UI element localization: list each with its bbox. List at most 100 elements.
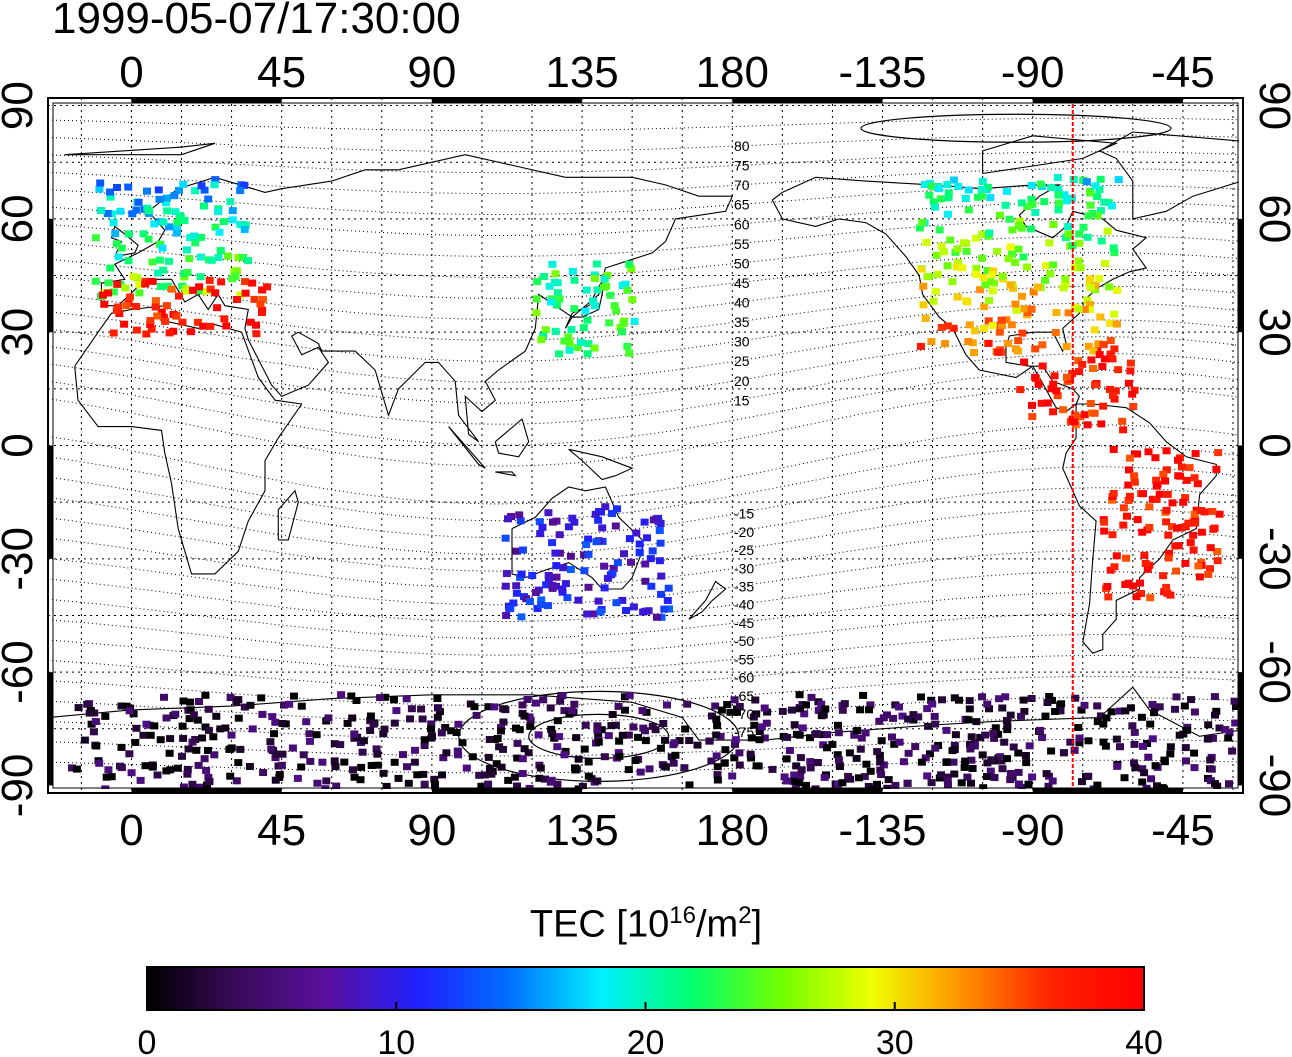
tec-point (1062, 197, 1071, 205)
magnetic-latitude-label: 60 (734, 216, 750, 232)
tec-point (1164, 554, 1173, 562)
tec-point (548, 260, 557, 268)
tec-point (1126, 367, 1135, 375)
tec-point (1124, 379, 1133, 387)
tec-point (1225, 729, 1234, 737)
tec-point (970, 327, 979, 335)
tec-point (1044, 782, 1053, 789)
tec-point (630, 317, 639, 325)
tec-point (1093, 718, 1102, 726)
tec-point (165, 223, 174, 231)
tec-point (454, 751, 463, 759)
tec-point (1139, 490, 1147, 498)
tec-point (1189, 546, 1198, 554)
tec-point (91, 718, 100, 725)
tec-point (828, 740, 837, 748)
magnetic-latitude-label: 40 (734, 295, 750, 311)
tec-point (232, 267, 241, 275)
tec-point (537, 596, 546, 604)
tec-point (979, 274, 988, 281)
tec-point (1085, 306, 1094, 313)
tec-point (1122, 554, 1131, 562)
tec-point (248, 725, 257, 733)
tec-point (1221, 726, 1230, 733)
tec-point (1148, 700, 1157, 708)
tec-point (499, 705, 508, 713)
tec-point (1130, 728, 1139, 736)
tec-point (161, 317, 170, 325)
tec-point (620, 550, 628, 558)
tec-point (683, 700, 692, 708)
tec-point (1124, 579, 1133, 587)
tec-point (1013, 347, 1022, 355)
tec-point (343, 719, 352, 727)
tec-point (1106, 350, 1115, 358)
tec-point (994, 730, 1003, 738)
tec-point (855, 774, 863, 782)
tec-point (193, 318, 202, 326)
frame-checker (1032, 98, 1183, 103)
tec-point (1185, 464, 1194, 472)
tec-point (146, 321, 155, 328)
chart-title: 1999-05-07/17:30:00 (52, 0, 461, 43)
tec-point (559, 564, 568, 572)
tec-point (551, 270, 560, 278)
magnetic-latitude-label: -40 (734, 597, 754, 613)
tec-point (139, 731, 148, 739)
tec-point (1103, 583, 1112, 590)
tec-point (728, 772, 737, 780)
tec-point (1110, 249, 1119, 257)
tec-point (608, 711, 617, 718)
tec-point (597, 726, 606, 734)
frame-checker (131, 788, 282, 793)
tec-point (1190, 764, 1199, 772)
tec-point (845, 749, 854, 757)
tec-point (1096, 712, 1105, 720)
tec-point (993, 248, 1002, 255)
tec-point (1006, 770, 1015, 777)
tec-point (935, 226, 944, 234)
tec-point (638, 707, 647, 715)
y-tick-label-left: 0 (0, 433, 42, 457)
tec-point (1091, 381, 1099, 389)
tec-point (186, 706, 195, 714)
tec-point (967, 733, 976, 741)
tec-point (504, 776, 513, 784)
tec-point (1123, 512, 1131, 520)
tec-point (782, 777, 791, 785)
tec-point (641, 737, 650, 745)
coastlines (52, 131, 1239, 741)
tec-point (1020, 707, 1029, 715)
tec-point (873, 780, 881, 788)
tec-point (536, 764, 545, 772)
tec-point (898, 712, 907, 720)
tec-point (132, 724, 141, 732)
tec-point (502, 570, 511, 577)
tec-point (955, 696, 963, 704)
tec-point (1051, 708, 1059, 715)
tec-point (943, 262, 952, 270)
tec-point (621, 280, 630, 288)
axes: 0045459090135135180180-135-135-90-90-45-… (0, 48, 1292, 855)
tec-point (1038, 362, 1047, 370)
x-tick-label-top: 90 (407, 48, 456, 97)
tec-point (502, 612, 511, 619)
tec-point (517, 570, 526, 578)
tec-point (188, 780, 197, 788)
tec-point (159, 266, 168, 274)
tec-point (970, 742, 979, 750)
tec-point (593, 726, 602, 734)
tec-point (1031, 345, 1040, 353)
tec-point (1129, 403, 1138, 410)
tec-point (153, 312, 162, 320)
tec-point (976, 286, 985, 294)
tec-point (664, 584, 673, 592)
tec-point (1098, 363, 1107, 370)
tec-point (570, 305, 579, 313)
tec-point (513, 782, 521, 789)
tec-point (950, 746, 959, 753)
tec-point (160, 693, 168, 701)
tec-point (166, 735, 175, 743)
tec-point (162, 194, 171, 202)
tec-point (404, 779, 413, 787)
